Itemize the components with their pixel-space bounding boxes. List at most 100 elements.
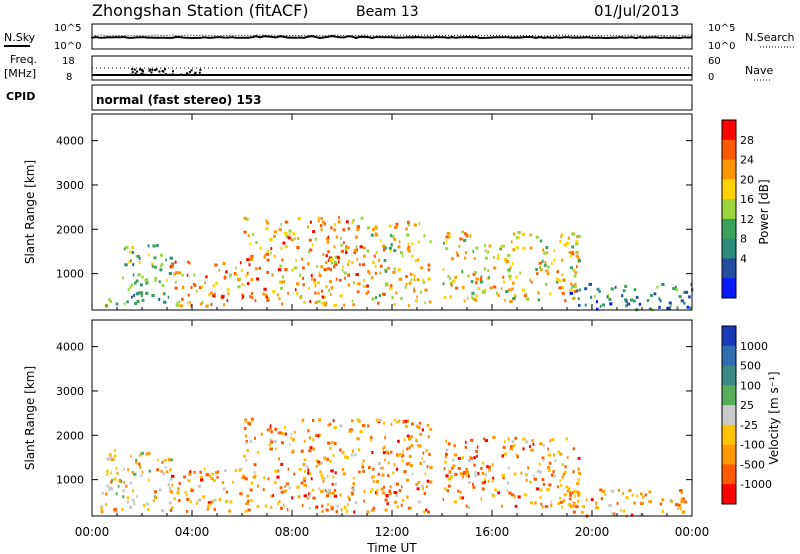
heatmap-cell xyxy=(127,468,129,472)
heatmap-cell xyxy=(670,304,673,308)
heatmap-cell xyxy=(536,272,539,276)
heatmap-cell xyxy=(521,232,525,236)
heatmap-cell xyxy=(508,288,512,292)
heatmap-cell xyxy=(309,220,312,224)
heatmap-cell xyxy=(300,295,303,298)
heatmap-cell xyxy=(421,457,423,461)
heatmap-cell xyxy=(525,297,530,301)
heatmap-cell xyxy=(457,456,461,460)
heatmap-cell xyxy=(115,492,118,496)
heatmap-cell xyxy=(124,263,128,267)
heatmap-cell xyxy=(556,270,559,274)
heatmap-cell xyxy=(540,268,543,272)
heatmap-cell xyxy=(298,467,302,471)
heatmap-cell xyxy=(426,479,429,483)
heatmap-cell xyxy=(659,299,662,303)
heatmap-cell xyxy=(400,503,403,507)
heatmap-cell xyxy=(379,271,381,275)
heatmap-cell xyxy=(377,301,380,305)
heatmap-cell xyxy=(554,459,557,463)
heatmap-cell xyxy=(557,502,560,505)
heatmap-cell xyxy=(406,434,410,438)
heatmap-cell xyxy=(163,459,167,462)
heatmap-cell xyxy=(174,260,177,264)
heatmap-cell xyxy=(571,245,574,249)
heatmap-cell xyxy=(401,254,404,258)
heatmap-cell xyxy=(681,510,686,514)
heatmap-cell xyxy=(538,261,542,265)
heatmap-cell xyxy=(410,278,413,282)
heatmap-cell xyxy=(461,475,465,479)
heatmap-cell xyxy=(284,425,286,429)
heatmap-cell xyxy=(100,510,104,514)
heatmap-cell xyxy=(496,256,500,260)
heatmap-cell xyxy=(573,289,577,293)
heatmap-cell xyxy=(606,295,609,299)
heatmap-cell xyxy=(561,233,564,237)
heatmap-cell xyxy=(113,454,117,458)
heatmap-cell xyxy=(579,492,581,495)
heatmap-cell xyxy=(550,504,553,507)
heatmap-cell xyxy=(115,466,118,470)
heatmap-cell xyxy=(452,458,455,462)
heatmap-cell xyxy=(375,480,379,484)
heatmap-cell xyxy=(525,478,528,482)
heatmap-cell xyxy=(108,453,112,457)
heatmap-cell xyxy=(373,254,376,258)
heatmap-cell xyxy=(548,483,552,487)
heatmap-cell xyxy=(502,244,505,248)
heatmap-cell xyxy=(226,299,229,303)
heatmap-cell xyxy=(405,478,410,482)
heatmap-cell xyxy=(576,482,579,486)
heatmap-cell xyxy=(325,494,329,498)
heatmap-cell xyxy=(269,238,273,241)
heatmap-cell xyxy=(347,283,351,287)
heatmap-cell xyxy=(569,493,572,497)
heatmap-cell xyxy=(472,482,474,486)
heatmap-cell xyxy=(169,468,172,472)
heatmap-cell xyxy=(146,502,149,506)
heatmap-cell xyxy=(443,295,447,299)
heatmap-cell xyxy=(370,490,372,494)
colorbar-swatch xyxy=(722,385,736,406)
nsky-right-tick-bottom: 10^0 xyxy=(708,41,735,52)
heatmap-cell xyxy=(347,227,351,231)
freq-dot xyxy=(134,72,137,75)
heatmap-cell xyxy=(455,251,458,255)
heatmap-cell xyxy=(680,500,684,504)
heatmap-cell xyxy=(329,422,332,426)
heatmap-cell xyxy=(596,287,600,291)
heatmap-cell xyxy=(445,448,449,452)
heatmap-cell xyxy=(307,225,309,229)
heatmap-cell xyxy=(541,456,545,460)
heatmap-cell xyxy=(398,453,403,457)
freq-dot xyxy=(197,74,200,76)
heatmap-cell xyxy=(279,486,283,490)
heatmap-cell xyxy=(570,250,575,254)
heatmap-cell xyxy=(390,233,393,237)
heatmap-cell xyxy=(470,438,474,442)
heatmap-cell xyxy=(407,223,411,227)
heatmap-cell xyxy=(529,501,534,505)
heatmap-cell xyxy=(457,489,460,493)
heatmap-cell xyxy=(271,273,274,277)
heatmap-cell xyxy=(307,471,310,475)
heatmap-cell xyxy=(209,291,213,295)
heatmap-cell xyxy=(279,264,283,268)
heatmap-cell xyxy=(584,303,587,307)
heatmap-cell xyxy=(282,241,286,245)
heatmap-cell xyxy=(545,269,549,273)
heatmap-cell xyxy=(535,235,539,239)
heatmap-cell xyxy=(569,504,573,508)
heatmap-cell xyxy=(483,437,486,441)
heatmap-cell xyxy=(466,233,469,237)
heatmap-cell xyxy=(131,295,133,299)
heatmap-cell xyxy=(393,491,397,494)
heatmap-cell xyxy=(310,274,313,277)
heatmap-cell xyxy=(139,283,143,287)
heatmap-cell xyxy=(372,506,376,510)
heatmap-cell xyxy=(512,262,514,266)
heatmap-cell xyxy=(283,280,286,284)
y-tick-label: 1000 xyxy=(56,474,84,487)
heatmap-cell xyxy=(401,485,403,489)
